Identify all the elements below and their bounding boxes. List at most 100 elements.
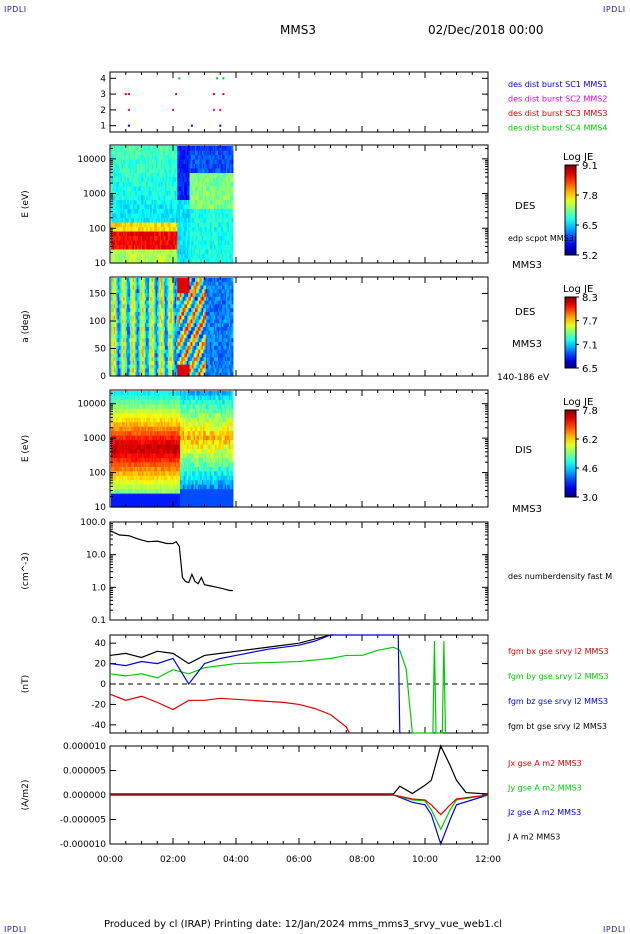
panel-3-heatmap-cell	[211, 372, 214, 377]
panel-3-heatmap-cell	[155, 368, 158, 373]
panel-3-heatmap-cell	[188, 319, 191, 324]
panel-2-heatmap-cell	[154, 155, 157, 161]
panel-3-heatmap-cell	[220, 330, 223, 336]
panel-3-heatmap-cell	[121, 300, 124, 305]
panel-2-heatmap-cell	[230, 218, 233, 224]
panel-2-heatmap-cell	[135, 164, 138, 170]
panel-2-heatmap-cell	[117, 150, 120, 156]
panel-3-heatmap-cell	[216, 311, 219, 317]
panel-2-heatmap-cell	[188, 213, 191, 219]
panel-3-heatmap-cell	[228, 308, 231, 313]
panel-2-heatmap-cell	[173, 200, 176, 206]
panel-2-heatmap-cell	[219, 218, 222, 224]
panel-2-heatmap-cell	[147, 236, 150, 242]
panel-3-heatmap-cell	[148, 357, 151, 362]
panel-3-heatmap-cell	[144, 338, 147, 343]
panel-2-heatmap-cell	[115, 204, 118, 210]
panel-2-heatmap-cell	[197, 186, 200, 192]
panel-2-heatmap-cell	[174, 240, 177, 246]
panel-3-heatmap-cell	[152, 296, 155, 302]
panel-3-heatmap-cell	[208, 285, 211, 290]
panel-2-heatmap-cell	[166, 173, 169, 179]
panel-3-heatmap-cell	[208, 345, 211, 351]
panel-2-heatmap-cell	[184, 164, 187, 170]
panel-3-heatmap-cell	[146, 357, 149, 362]
panel-3-heatmap-cell	[188, 334, 191, 339]
panel-3-heatmap-cell	[161, 349, 164, 354]
panel-3-heatmap-cell	[222, 338, 224, 343]
panel-2-heatmap-cell	[134, 227, 136, 233]
panel-2-heatmap-cell	[135, 168, 138, 174]
panel-3-heatmap-cell	[111, 357, 113, 362]
panel-2-heatmap-cell	[188, 218, 191, 224]
panel-2-heatmap-cell	[228, 173, 231, 179]
panel-2-heatmap-cell	[209, 146, 212, 152]
panel-3-heatmap-cell	[147, 349, 150, 354]
panel-3-heatmap-cell	[163, 285, 166, 290]
panel-2-heatmap-cell	[163, 164, 166, 170]
panel-2-heatmap-cell	[139, 249, 142, 255]
panel-3-heatmap-cell	[193, 349, 196, 354]
panel-3-heatmap-cell	[185, 353, 188, 358]
panel-3-heatmap-cell	[173, 327, 176, 332]
panel-3-heatmap-cell	[188, 368, 191, 373]
panel-3-heatmap-cell	[174, 334, 177, 339]
panel-3-heatmap-cell	[203, 285, 206, 290]
panel-2-heatmap-cell	[205, 258, 208, 264]
panel-3-heatmap-cell	[215, 372, 218, 377]
panel-3-heatmap-cell	[199, 327, 201, 332]
panel-2-heatmap-cell	[142, 195, 145, 201]
panel-3-heatmap-cell	[223, 308, 226, 313]
panel-2-heatmap-cell	[211, 204, 214, 210]
panel-2-heatmap-cell	[224, 218, 227, 224]
panel-2-heatmap-cell	[190, 254, 193, 260]
panel-3-heatmap-cell	[197, 364, 200, 370]
panel-3-heatmap-cell	[189, 278, 192, 283]
panel-3-heatmap-cell	[125, 315, 128, 321]
panel-2-heatmap-cell	[196, 245, 199, 251]
panel-2-heatmap-cell	[148, 218, 151, 224]
panel-3-heatmap-cell	[116, 334, 119, 339]
panel-2-heatmap-cell	[146, 254, 149, 260]
panel-2-heatmap-cell	[184, 204, 187, 210]
panel-3-heatmap-cell	[203, 319, 206, 324]
panel-3-heatmap-cell	[203, 357, 206, 362]
panel-2-heatmap-cell	[132, 240, 135, 246]
panel-2-heatmap-cell	[212, 213, 215, 219]
panel-2-heatmap-cell	[197, 245, 200, 251]
panel-2-heatmap-cell	[121, 204, 124, 210]
panel-2-heatmap-cell	[231, 173, 234, 179]
panel-2-heatmap-cell	[222, 227, 224, 233]
panel-3-heatmap-cell	[140, 349, 143, 354]
panel-2-heatmap-cell	[140, 218, 143, 224]
panel-2-heatmap-cell	[200, 258, 203, 264]
panel-3-heatmap-cell	[217, 278, 220, 283]
panel-2-heatmap-cell	[134, 249, 136, 255]
panel-2-heatmap-cell	[217, 231, 220, 237]
panel-2-heatmap-cell	[142, 186, 145, 192]
panel-3-heatmap-cell	[200, 330, 203, 336]
panel-2-heatmap-cell	[116, 164, 119, 170]
panel-3-heatmap-cell	[135, 323, 138, 328]
panel-2-heatmap-cell	[129, 249, 132, 255]
panel-3-heatmap-cell	[230, 372, 233, 377]
panel-3-heatmap-cell	[142, 278, 145, 283]
panel-2-heatmap-cell	[123, 182, 126, 188]
panel-2-heatmap-cell	[136, 236, 139, 242]
panel-2-heatmap-cell	[138, 146, 141, 152]
panel-2-heatmap-cell	[213, 182, 216, 188]
panel-3-heatmap-cell	[117, 300, 120, 305]
panel-2-heatmap-cell	[231, 146, 234, 152]
panel-2-heatmap-cell	[173, 258, 176, 264]
panel-2-heatmap-cell	[223, 258, 226, 264]
panel-3-heatmap-cell	[200, 364, 203, 370]
panel-2-heatmap-cell	[112, 168, 115, 174]
panel-2-heatmap-cell	[231, 164, 234, 170]
panel-2-heatmap-cell	[175, 159, 178, 165]
panel-2-heatmap-cell	[217, 173, 220, 179]
panel-3-heatmap-cell	[228, 368, 231, 373]
panel-3-heatmap-cell	[192, 360, 195, 366]
panel-2-heatmap-cell	[127, 150, 130, 156]
panel-3-heatmap-cell	[138, 323, 141, 328]
panel-3-heatmap-cell	[217, 353, 220, 358]
